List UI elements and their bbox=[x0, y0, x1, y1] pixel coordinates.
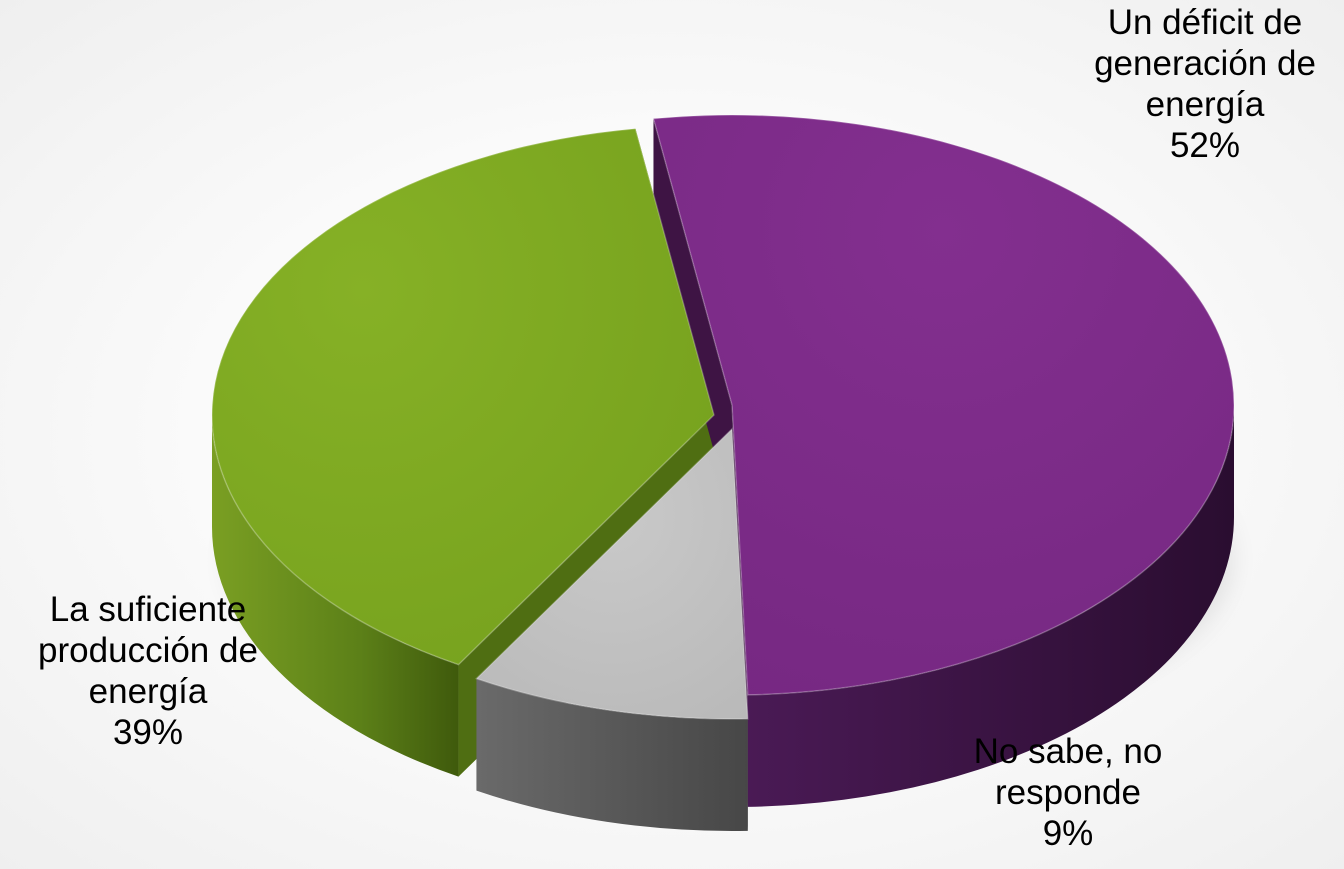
slice-suficiente bbox=[211, 127, 715, 666]
slice-deficit bbox=[652, 114, 1235, 696]
slice-label-suficiente-line-3: energía bbox=[88, 672, 208, 711]
slice-label-suficiente-line-1: La suficiente bbox=[49, 590, 247, 629]
slice-side-deficit bbox=[747, 405, 1234, 807]
slice-label-deficit-line-1: Un déficit de bbox=[1107, 3, 1303, 42]
slice-label-nosabe-line-1: No sabe, no bbox=[973, 732, 1163, 771]
pie-tops bbox=[211, 114, 1235, 720]
slice-wall-deficit-0 bbox=[653, 118, 732, 518]
slice-label-suficiente: La suficiente producción de energía 39% bbox=[0, 589, 296, 753]
slice-side-suficiente bbox=[212, 415, 459, 777]
slice-side-nosabe bbox=[476, 678, 748, 831]
slice-label-nosabe: No sabe, no responde 9% bbox=[918, 731, 1218, 854]
slice-nosabe bbox=[475, 427, 749, 720]
slice-label-deficit-percent: 52% bbox=[1169, 126, 1241, 165]
slice-label-suficiente-line-2: producción de bbox=[38, 631, 258, 670]
slice-label-nosabe-line-2: responde bbox=[995, 773, 1141, 812]
slice-label-suficiente-percent: 39% bbox=[112, 713, 184, 752]
slice-label-nosabe-percent: 9% bbox=[1042, 814, 1094, 853]
slice-label-deficit-line-3: energía bbox=[1145, 85, 1265, 124]
slice-label-deficit-line-2: generación de bbox=[1094, 44, 1316, 83]
slice-label-deficit: Un déficit de generación de energía 52% bbox=[1060, 2, 1344, 166]
